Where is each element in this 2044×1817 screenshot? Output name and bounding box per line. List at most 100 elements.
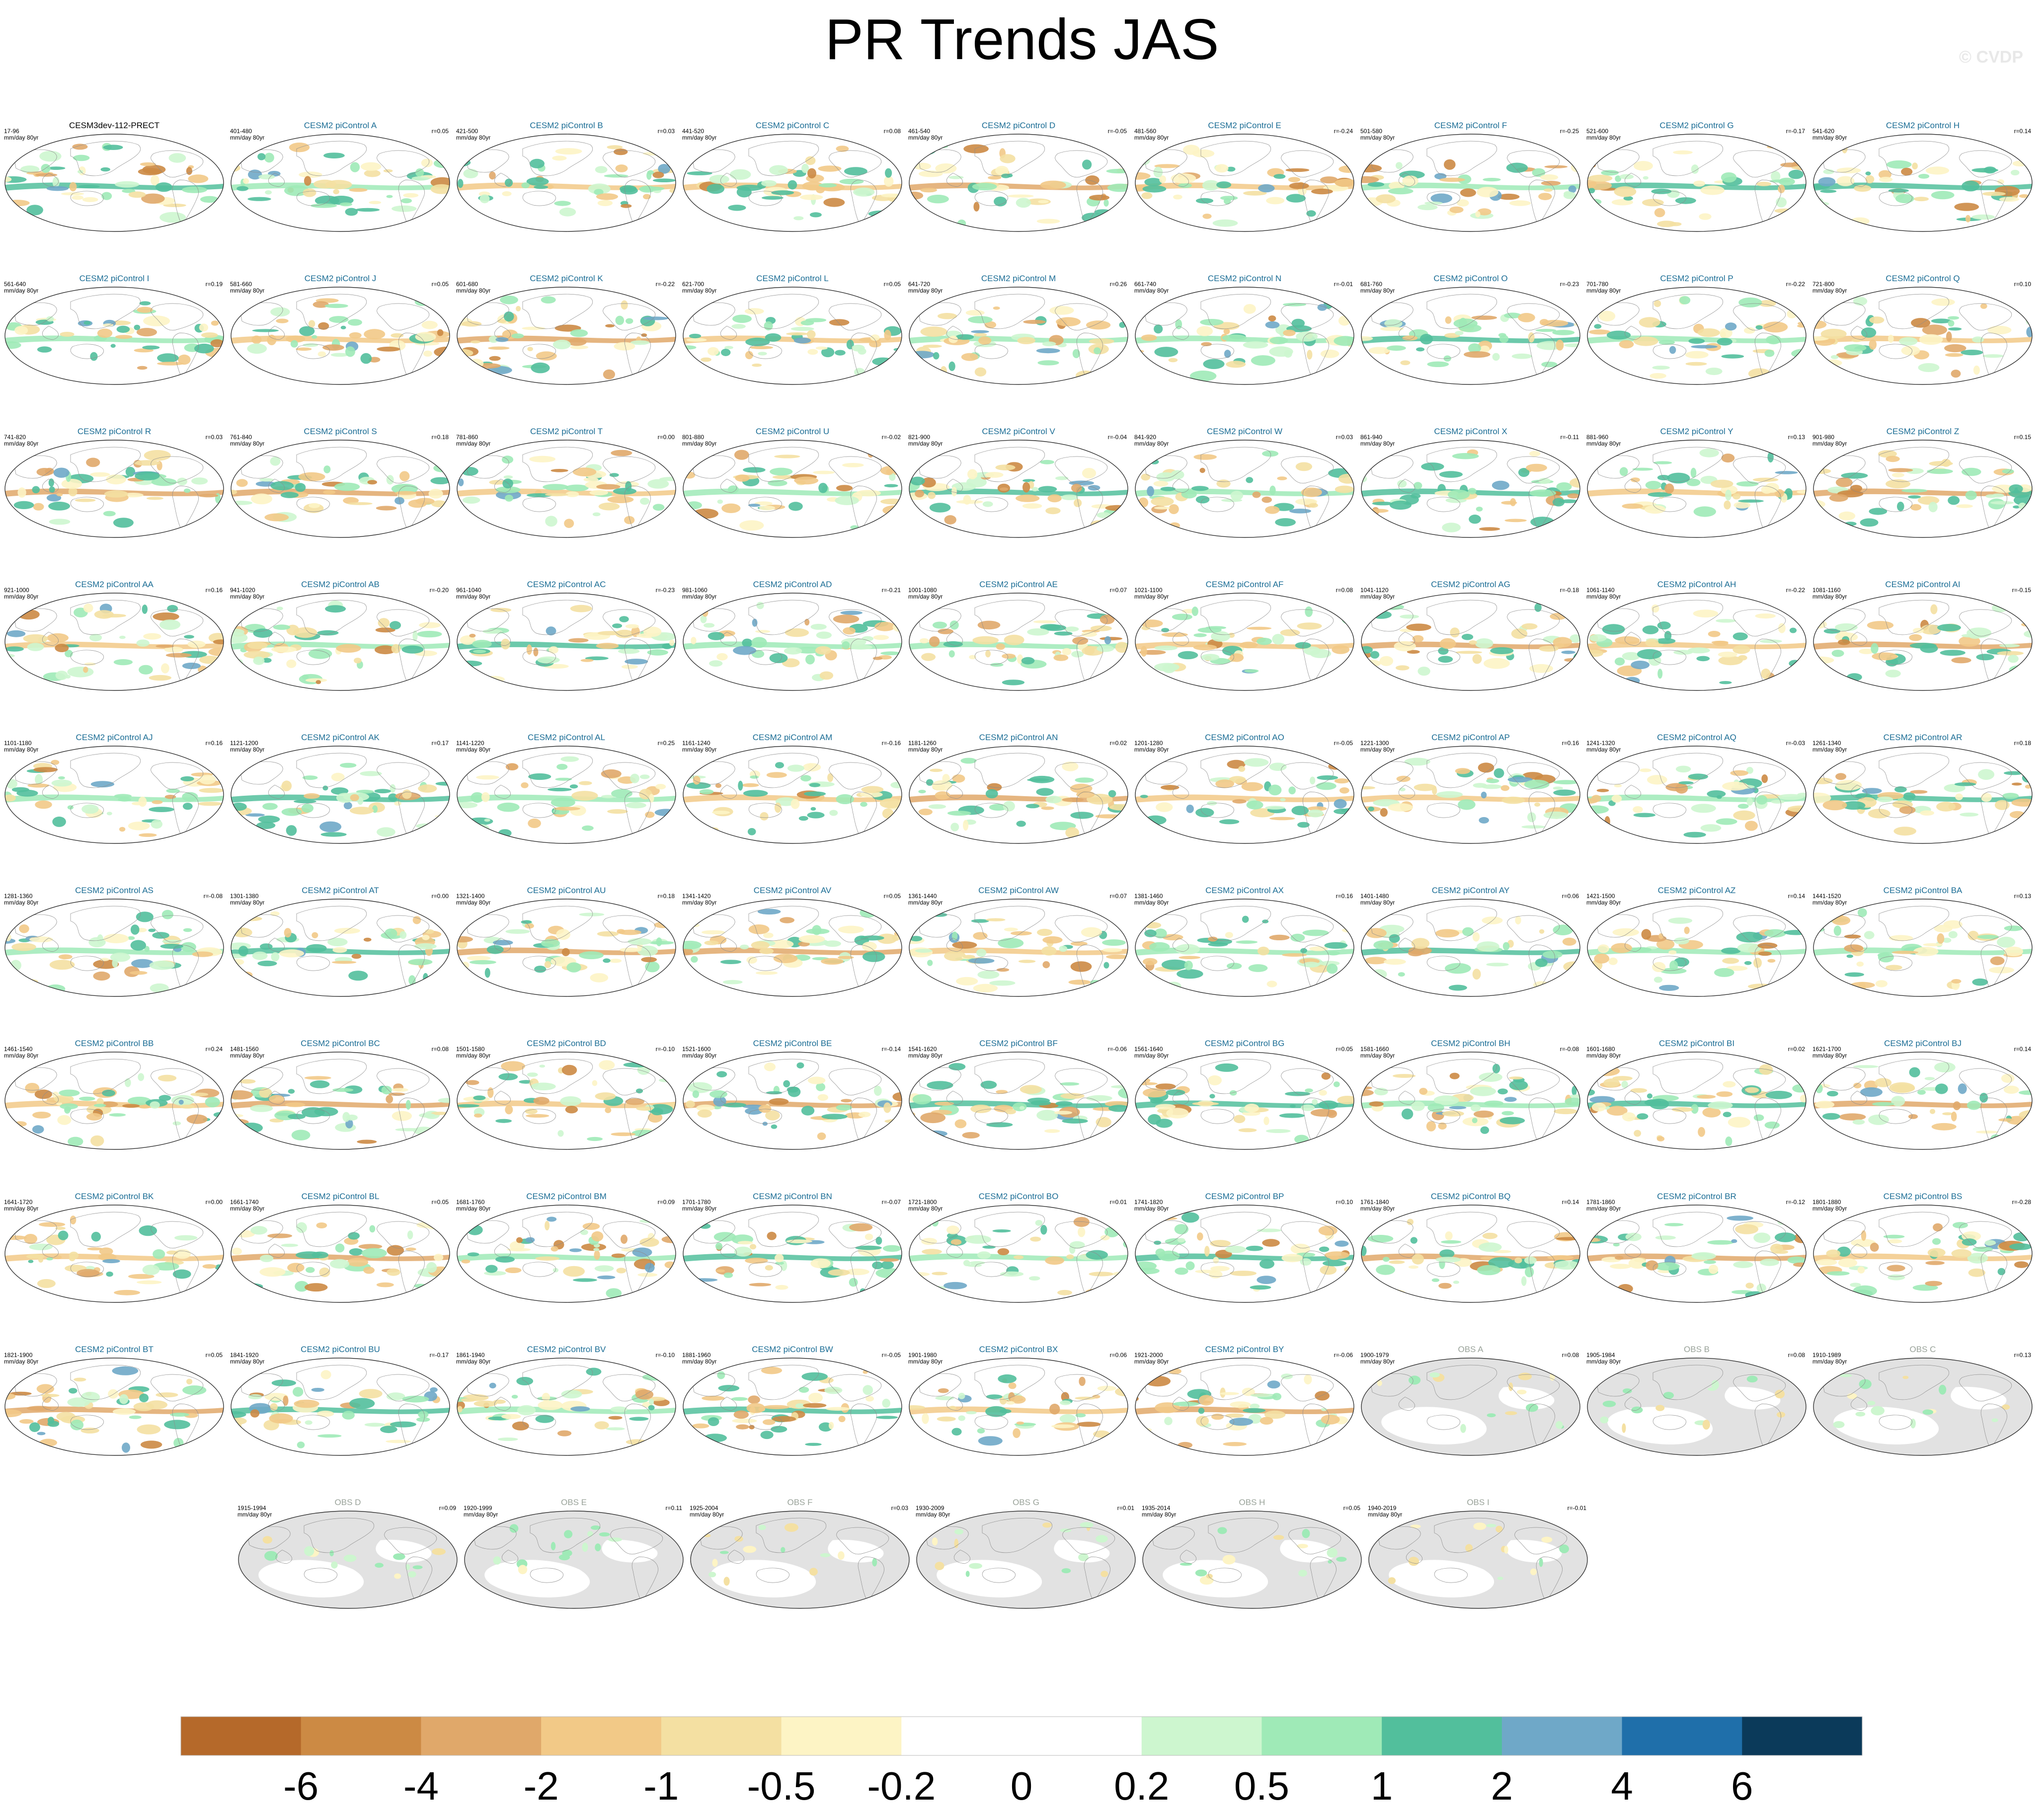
trend-blob [971,919,989,923]
trend-blob [1728,1117,1750,1128]
trend-blob [770,467,793,476]
trend-blob [582,1222,600,1230]
coastline [603,456,655,483]
trend-blob [200,1285,224,1291]
trend-blob [1509,1080,1528,1090]
coastline [1960,303,2012,330]
trend-blob [1141,192,1153,199]
trend-blob [732,1419,757,1423]
trend-blob [296,1222,307,1233]
trend-blob [131,959,154,968]
trend-blob [1151,497,1174,506]
coastline [720,938,736,951]
trend-blob [1831,650,1844,657]
trend-blob [399,471,410,481]
trend-blob [1758,951,1772,956]
trend-blob [1385,1289,1406,1296]
coastline [1879,753,1949,788]
trend-blob [828,1269,850,1276]
panel-title: CESM2 piControl L [756,274,829,283]
trend-blob [813,470,835,474]
trend-blob [769,653,788,663]
trend-blob [1544,188,1553,192]
panel-title: CESM2 piControl B [530,121,603,130]
panel-correlation: r=-0.08 [1560,1046,1579,1053]
trend-blob [1016,198,1031,208]
coastline [1879,1415,1912,1430]
trend-blob [1703,1260,1717,1264]
trend-blob [786,332,809,336]
trend-blob [1470,1086,1496,1096]
trend-blob [731,324,746,329]
trend-blob [651,1108,663,1116]
trend-blob [723,1102,747,1108]
trend-blob [324,303,348,308]
trend-blob [798,816,808,821]
coastline [1055,303,1107,330]
trend-blob [303,188,316,197]
trend-blob [809,783,821,787]
panel-correlation: r=0.14 [2014,128,2032,135]
trend-blob [360,162,382,171]
coastline [297,191,329,206]
panel-period: 1361-1440 [908,893,937,900]
coastline [297,803,329,818]
coastline [71,1109,103,1124]
trend-blob [787,180,797,190]
map-background [457,899,676,996]
panel-units: mm/day 80yr [1812,746,1847,753]
panel-correlation: r=0.05 [884,893,901,900]
trend-blob [1185,1261,1195,1271]
trend-blob [1632,467,1653,471]
trend-blob [918,808,933,816]
trend-blob [2021,622,2030,627]
trend-blob [311,1388,324,1392]
coastline [975,1109,1008,1124]
trend-blob [961,353,978,361]
coastline [71,753,141,788]
trend-blob [771,190,794,195]
trend-blob [557,1430,572,1437]
trend-blob [1818,177,1836,187]
trend-blob [501,638,510,650]
trend-blob [748,924,770,934]
coastline [1370,1067,1414,1090]
panel-correlation: r=0.13 [1788,434,1806,441]
map-border [690,1511,910,1609]
trend-blob [1794,1233,1806,1243]
coastline [1427,956,1460,971]
panel-period: 1221-1300 [1360,740,1389,747]
trend-blob [317,351,326,357]
trend-blob [1796,454,1806,459]
trend-blob [1669,222,1682,227]
map-background [1361,899,1580,996]
trend-blob [264,152,274,163]
coastline [1733,609,1786,636]
trend-blob [41,1394,60,1397]
trend-blob [683,940,702,950]
trend-blob [308,320,315,328]
map-field [917,1511,1135,1608]
trend-blob [1442,523,1461,532]
trend-blob [399,931,407,939]
trend-blob [208,827,223,831]
panel-title: CESM2 piControl AG [1431,580,1510,589]
trend-blob [509,1524,519,1533]
trend-blob [977,1251,991,1259]
trend-blob [763,932,774,938]
coastline [1427,650,1460,665]
trend-blob [505,763,519,770]
trend-blob [2021,1069,2032,1074]
trend-blob [910,767,919,776]
trend-blob [790,799,800,809]
trend-blob [267,1233,293,1238]
trend-blob [231,1417,247,1425]
coastline [297,906,367,941]
trend-blob [619,616,629,622]
trend-blob [1045,507,1061,515]
map-background [457,746,676,843]
coastline [523,344,555,359]
trend-blob [986,1122,1013,1128]
coastline [1399,1091,1415,1104]
coastline [523,600,593,635]
